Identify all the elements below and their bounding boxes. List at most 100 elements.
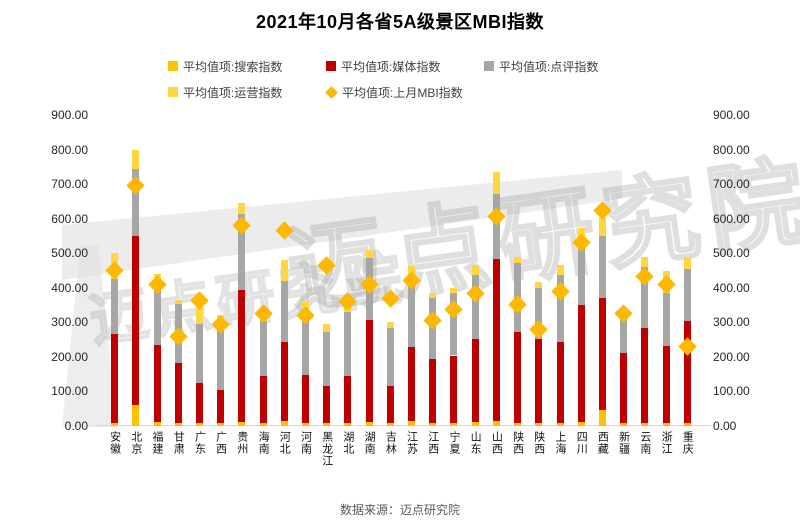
bar-segment-review [280, 280, 288, 343]
x-axis-label: 陕西 [511, 431, 524, 455]
bar-segment-operation [238, 203, 246, 214]
bar-segment-review [195, 324, 203, 383]
y-axis-left-tick-label: 900.00 [51, 108, 88, 122]
bar-segment-search [280, 420, 288, 426]
bar-segment-search [471, 421, 479, 426]
bar-segment-media [174, 362, 182, 423]
x-axis-line [95, 425, 711, 426]
bar-segment-media [365, 319, 373, 422]
y-axis-left-tick-label: 800.00 [51, 142, 88, 157]
bar-segment-search [429, 422, 437, 426]
bar-segment-review [450, 293, 458, 356]
y-axis-left-tick-label: 200.00 [51, 349, 88, 364]
bar-segment-search [174, 422, 182, 426]
bar-segment-media [280, 342, 288, 421]
y-axis-left-tick-label: 700.00 [51, 177, 88, 192]
bar-segment-operation [471, 265, 479, 275]
bar-segment-review [217, 329, 225, 391]
x-axis-label: 西藏 [596, 431, 609, 455]
last-month-mbi-diamond-icon [614, 304, 633, 323]
y-axis-left-tick-label: 300.00 [51, 315, 88, 330]
bar-segment-operation [386, 321, 394, 328]
bar-segment-operation [280, 260, 288, 281]
legend-square-icon [168, 61, 178, 71]
bar-segment-operation [450, 287, 458, 294]
x-axis-label: 贵州 [235, 431, 248, 455]
bar-segment-operation [556, 265, 564, 275]
bar-segment-search [662, 422, 670, 426]
x-axis-label: 浙江 [660, 431, 673, 455]
bar-segment-search [323, 423, 331, 426]
x-axis-label: 新疆 [617, 431, 630, 455]
legend-item-label: 平均值项:运营指数 [183, 85, 283, 100]
bar-segment-operation [598, 217, 606, 236]
x-axis-label: 安徽 [108, 431, 121, 455]
bar-segment-media [556, 342, 564, 423]
x-axis-label: 甘肃 [172, 431, 185, 455]
bar-segment-media [471, 338, 479, 422]
legend-item-2: 平均值项:点评指数 [484, 53, 642, 79]
bar-segment-review [132, 168, 140, 236]
bar-segment-operation [535, 281, 543, 289]
y-axis-right-tick-label: 300.00 [713, 315, 750, 330]
bar-segment-search [238, 421, 246, 426]
y-axis-right-tick-label: 500.00 [713, 246, 750, 261]
x-axis-label: 江苏 [405, 431, 418, 455]
bar-segment-media [641, 327, 649, 423]
bar-segment-search [556, 422, 564, 426]
bar-segment-review [259, 320, 267, 376]
x-axis-label: 北京 [129, 431, 142, 455]
bar-segment-review [598, 235, 606, 299]
bar-segment-search [620, 422, 628, 426]
y-axis-right-tick-label: 800.00 [713, 142, 750, 157]
x-axis-label: 山东 [469, 431, 482, 455]
bar-segment-media [132, 235, 140, 406]
bar-segment-review [620, 317, 628, 354]
x-axis-label: 上海 [554, 431, 566, 455]
bar-segment-operation [514, 256, 522, 263]
bar-segment-search [598, 410, 606, 426]
legend-item-3: 平均值项:运营指数 [168, 79, 326, 105]
bar-segment-review [408, 275, 416, 347]
bar-segment-operation [641, 256, 649, 268]
y-axis-left-tick-label: 500.00 [51, 246, 88, 261]
bar-segment-review [238, 213, 246, 290]
x-axis-label: 湖南 [363, 431, 376, 455]
bar-segment-operation [174, 299, 182, 304]
y-axis-left-tick-label: 0.00 [64, 419, 88, 433]
bar-segment-search [683, 423, 691, 426]
bar-segment-review [153, 285, 161, 346]
bar-segment-review [535, 288, 543, 340]
bar-segment-search [514, 422, 522, 426]
x-axis-label: 福建 [151, 431, 164, 455]
x-axis-label: 广西 [214, 431, 227, 455]
bar-segment-media [514, 331, 522, 423]
bar-segment-search [386, 423, 394, 426]
legend-item-label: 平均值项:上月MBI指数 [342, 85, 463, 100]
legend-square-icon [326, 61, 336, 71]
y-axis-right-tick-label: 0.00 [713, 419, 737, 433]
legend-item-label: 平均值项:媒体指数 [341, 59, 441, 74]
x-axis-label: 宁夏 [447, 431, 460, 455]
bar-segment-search [535, 423, 543, 426]
bar-segment-media [429, 358, 437, 423]
bar-segment-operation [683, 257, 691, 270]
bar-segment-search [408, 420, 416, 426]
bar-segment-media [195, 382, 203, 423]
y-axis-right-tick-label: 600.00 [713, 211, 750, 226]
last-month-mbi-diamond-icon [678, 337, 697, 356]
bar-segment-media [492, 259, 500, 421]
bar-segment-operation [365, 250, 373, 258]
y-axis-right-tick-label: 200.00 [713, 349, 750, 364]
legend-diamond-icon [325, 85, 338, 99]
bar-segment-review [641, 267, 649, 328]
bar-segment-media [344, 375, 352, 423]
last-month-mbi-diamond-icon [529, 320, 548, 339]
legend-item-label: 平均值项:搜索指数 [183, 59, 283, 74]
bar-segment-search [259, 422, 267, 426]
x-axis-label: 河南 [299, 431, 312, 455]
bar-segment-media [238, 289, 246, 422]
bar-segment-media [323, 386, 331, 424]
bar-segment-search [217, 423, 225, 426]
